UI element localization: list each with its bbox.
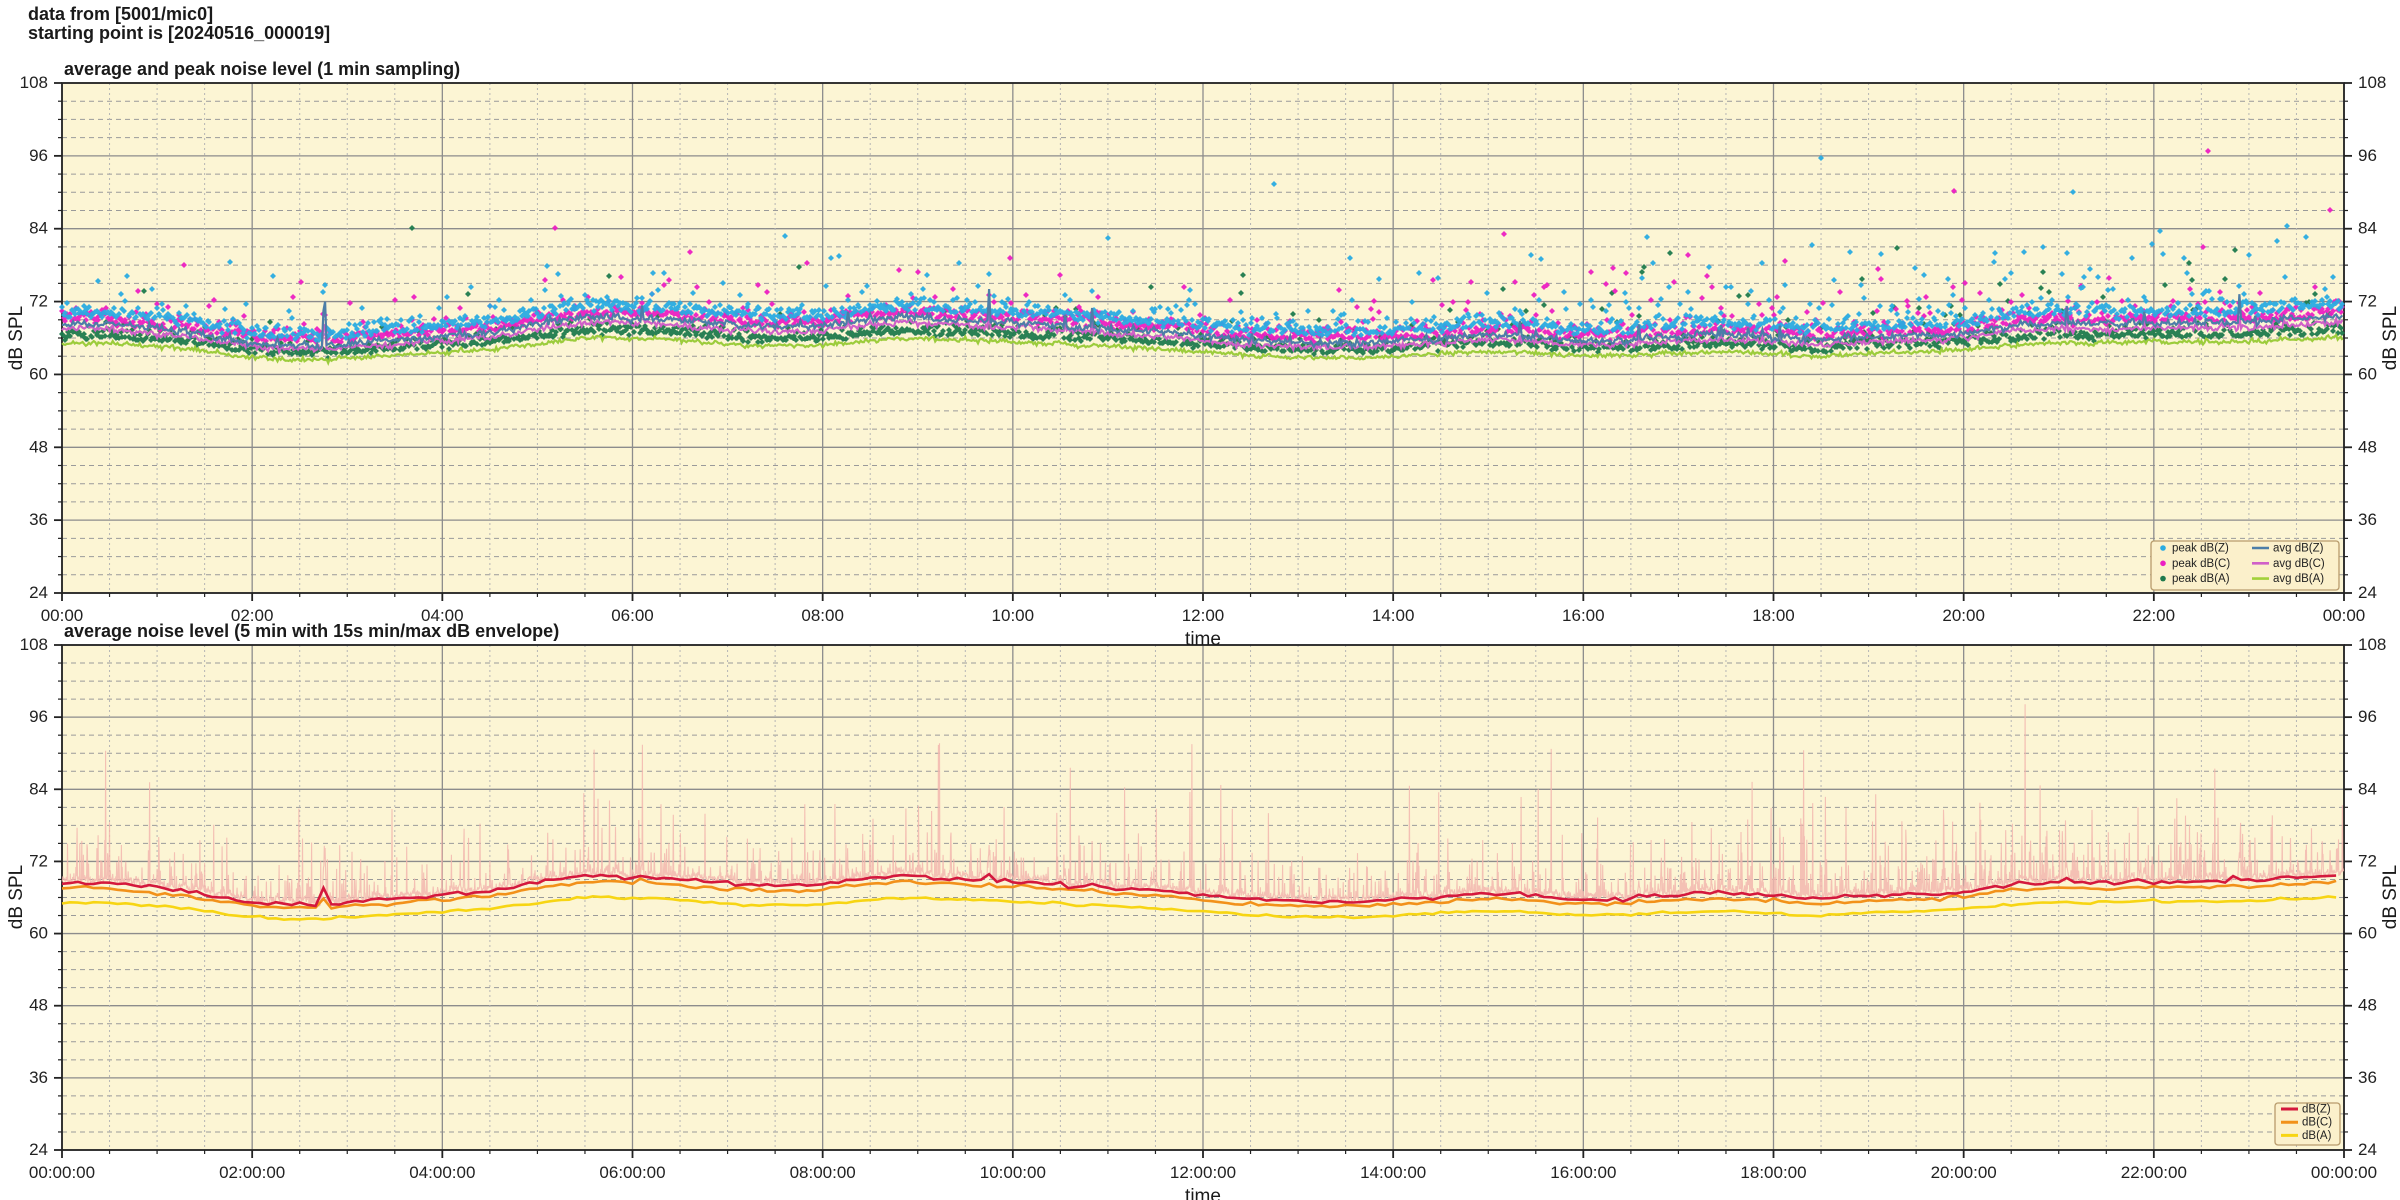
svg-text:96: 96 [29, 707, 48, 726]
svg-text:60: 60 [29, 364, 48, 383]
svg-text:08:00:00: 08:00:00 [790, 1163, 856, 1182]
svg-text:36: 36 [2358, 1068, 2377, 1087]
svg-text:14:00:00: 14:00:00 [1360, 1163, 1426, 1182]
svg-text:10:00: 10:00 [992, 606, 1035, 625]
svg-text:avg dB(Z): avg dB(Z) [2273, 543, 2324, 555]
svg-text:time: time [1185, 1186, 1221, 1200]
svg-text:72: 72 [2358, 851, 2377, 870]
svg-text:dB SPL: dB SPL [2380, 865, 2400, 929]
svg-text:60: 60 [29, 924, 48, 943]
svg-text:00:00:00: 00:00:00 [29, 1163, 95, 1182]
svg-text:dB(A): dB(A) [2302, 1130, 2332, 1142]
svg-text:48: 48 [29, 996, 48, 1015]
svg-text:avg dB(A): avg dB(A) [2273, 573, 2324, 585]
svg-text:48: 48 [2358, 996, 2377, 1015]
svg-text:average and peak noise level (: average and peak noise level (1 min samp… [64, 59, 460, 79]
svg-text:peak dB(C): peak dB(C) [2172, 558, 2230, 570]
svg-text:84: 84 [2358, 219, 2377, 238]
svg-text:02:00:00: 02:00:00 [219, 1163, 285, 1182]
svg-text:18:00: 18:00 [1752, 606, 1795, 625]
svg-text:96: 96 [2358, 146, 2377, 165]
svg-text:04:00:00: 04:00:00 [409, 1163, 475, 1182]
svg-text:96: 96 [29, 146, 48, 165]
svg-text:16:00:00: 16:00:00 [1550, 1163, 1616, 1182]
svg-text:60: 60 [2358, 364, 2377, 383]
svg-text:96: 96 [2358, 707, 2377, 726]
svg-text:12:00: 12:00 [1182, 606, 1225, 625]
svg-text:00:00:00: 00:00:00 [2311, 1163, 2377, 1182]
svg-text:84: 84 [29, 219, 48, 238]
svg-text:average noise level (5 min wit: average noise level (5 min with 15s min/… [64, 621, 559, 641]
svg-text:dB SPL: dB SPL [6, 865, 27, 929]
svg-text:16:00: 16:00 [1562, 606, 1605, 625]
svg-text:dB SPL: dB SPL [2380, 306, 2400, 370]
svg-text:22:00: 22:00 [2133, 606, 2176, 625]
svg-text:36: 36 [29, 510, 48, 529]
svg-text:18:00:00: 18:00:00 [1740, 1163, 1806, 1182]
svg-text:22:00:00: 22:00:00 [2121, 1163, 2187, 1182]
svg-text:24: 24 [2358, 583, 2377, 602]
svg-text:06:00:00: 06:00:00 [599, 1163, 665, 1182]
svg-text:48: 48 [2358, 437, 2377, 456]
svg-text:00:00: 00:00 [2323, 606, 2366, 625]
svg-text:72: 72 [2358, 292, 2377, 311]
svg-text:48: 48 [29, 437, 48, 456]
svg-text:108: 108 [2358, 73, 2386, 92]
svg-text:data from [5001/mic0]: data from [5001/mic0] [28, 4, 213, 24]
svg-text:14:00: 14:00 [1372, 606, 1415, 625]
svg-text:60: 60 [2358, 924, 2377, 943]
svg-text:72: 72 [29, 292, 48, 311]
svg-text:12:00:00: 12:00:00 [1170, 1163, 1236, 1182]
svg-text:peak dB(Z): peak dB(Z) [2172, 543, 2229, 555]
svg-text:dB(C): dB(C) [2302, 1117, 2332, 1129]
svg-text:24: 24 [2358, 1140, 2377, 1159]
svg-text:84: 84 [29, 779, 48, 798]
svg-text:avg dB(C): avg dB(C) [2273, 558, 2325, 570]
svg-text:24: 24 [29, 1140, 48, 1159]
svg-text:20:00: 20:00 [1942, 606, 1985, 625]
svg-text:108: 108 [20, 635, 48, 654]
svg-text:108: 108 [2358, 635, 2386, 654]
svg-text:06:00: 06:00 [611, 606, 654, 625]
svg-text:08:00: 08:00 [801, 606, 844, 625]
svg-text:108: 108 [20, 73, 48, 92]
svg-text:36: 36 [29, 1068, 48, 1087]
svg-text:72: 72 [29, 851, 48, 870]
svg-text:dB SPL: dB SPL [6, 306, 27, 370]
svg-text:84: 84 [2358, 779, 2377, 798]
svg-text:10:00:00: 10:00:00 [980, 1163, 1046, 1182]
svg-text:time: time [1185, 629, 1221, 650]
svg-text:24: 24 [29, 583, 48, 602]
svg-text:peak dB(A): peak dB(A) [2172, 573, 2230, 585]
svg-text:starting point is [20240516_00: starting point is [20240516_000019] [28, 23, 330, 43]
svg-text:36: 36 [2358, 510, 2377, 529]
svg-text:dB(Z): dB(Z) [2302, 1104, 2331, 1116]
svg-text:20:00:00: 20:00:00 [1931, 1163, 1997, 1182]
